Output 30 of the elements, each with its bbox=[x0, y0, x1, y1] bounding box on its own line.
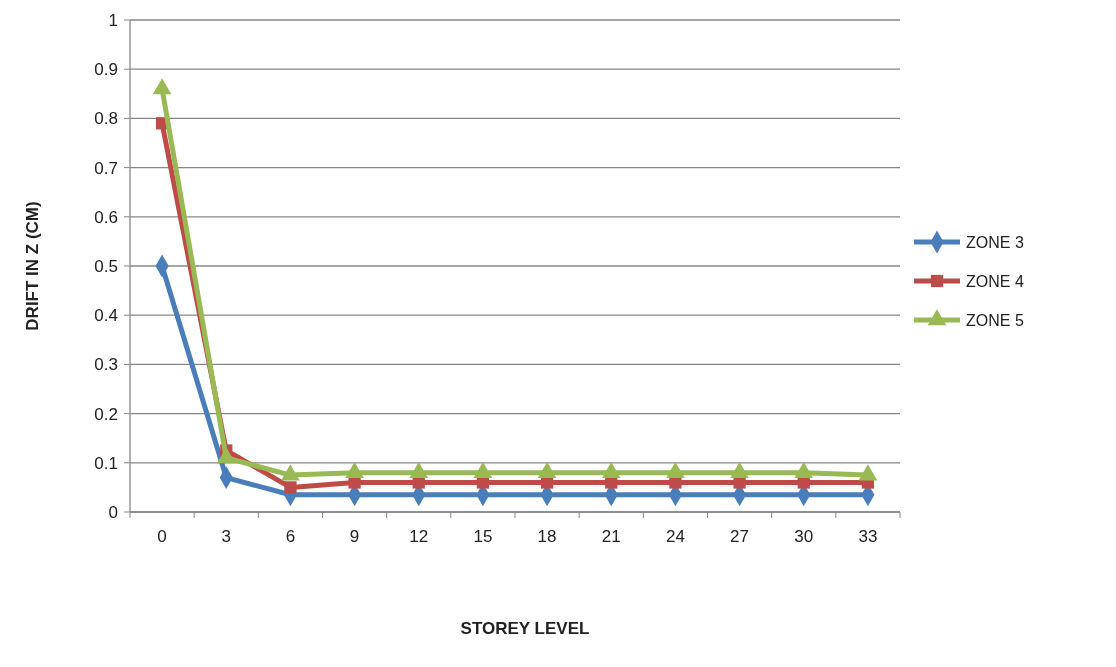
x-tick-label: 27 bbox=[730, 527, 750, 546]
y-tick-label: 0.7 bbox=[94, 158, 118, 178]
y-axis-title: DRIFT IN Z (CM) bbox=[23, 201, 42, 331]
x-tick-label: 21 bbox=[601, 527, 621, 546]
x-tick-label: 30 bbox=[794, 527, 814, 546]
point bbox=[152, 78, 172, 95]
y-tick-label: 0.6 bbox=[94, 207, 118, 227]
y-tick-label: 0.1 bbox=[94, 453, 118, 473]
y-tick-label: 0.5 bbox=[94, 256, 118, 276]
legend-label: ZONE 4 bbox=[966, 272, 1024, 290]
y-tick-label: 1 bbox=[108, 10, 118, 30]
x-tick-label: 9 bbox=[349, 527, 360, 546]
x-tick-label: 3 bbox=[221, 527, 231, 546]
y-tick-label: 0.2 bbox=[94, 404, 118, 424]
x-tick-label: 18 bbox=[537, 527, 557, 546]
x-tick-label: 15 bbox=[473, 527, 493, 546]
x-tick-label: 24 bbox=[665, 527, 685, 546]
legend-label: ZONE 3 bbox=[966, 233, 1024, 251]
point bbox=[284, 481, 297, 494]
x-tick-label: 33 bbox=[858, 527, 878, 546]
y-tick-label: 0.9 bbox=[94, 60, 118, 80]
x-tick-label: 12 bbox=[409, 527, 429, 546]
x-tick-label: 6 bbox=[285, 527, 296, 546]
y-tick-label: 0.3 bbox=[94, 355, 118, 375]
y-tick-label: 0.8 bbox=[94, 109, 118, 129]
y-tick-label: 0 bbox=[108, 502, 118, 522]
legend-label: ZONE 5 bbox=[966, 311, 1024, 329]
y-tick-label: 0.4 bbox=[94, 306, 118, 326]
x-axis-title: STOREY LEVEL bbox=[460, 619, 590, 638]
x-tick-label: 0 bbox=[157, 527, 167, 546]
